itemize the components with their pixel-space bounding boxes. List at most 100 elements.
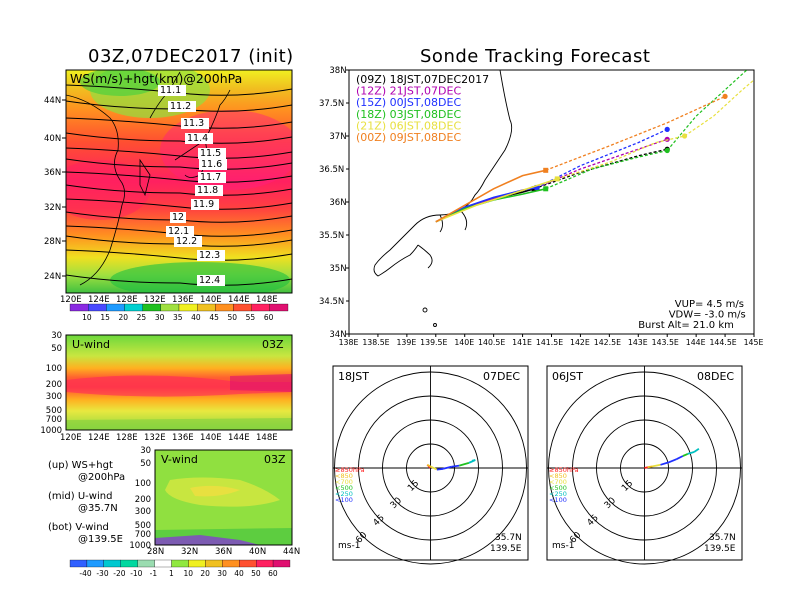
note-line: @200hPa [78,472,125,483]
level-legend: <500 [549,484,567,492]
hodograph-segment [660,461,669,466]
track-lat-label: 36N [329,198,346,208]
colorbar-label: 10 [183,569,193,578]
colorbar-segment [137,559,155,568]
contour-label: 11.1 [160,85,181,96]
landing-marker [681,133,688,139]
contour-label-bg [191,199,219,210]
contour-label-bg [166,226,194,237]
colorbar-segment [222,559,240,568]
colorbar-segment [142,303,161,312]
colorbar-segment [272,559,291,568]
u-plevel-label: 700 [46,415,62,425]
colorbar-segment [205,559,223,568]
v-lat-label: 36N [215,547,232,557]
v-lat-label: 40N [249,547,266,557]
map-label: WS(m/s)+hgt(km)@200hPa [70,71,242,86]
legend-entry: (15Z) 00JST,08DEC [356,96,461,109]
legend-entry: (09Z) 18JST,07DEC2017 [356,73,489,86]
note-line: (mid) U-wind [48,491,112,502]
legend-entry: (12Z) 21JST,07DEC [356,85,461,98]
contour-label: 11.9 [193,199,214,210]
hodograph-segment [676,455,684,461]
legend-entry: (21Z) 06JST,08DEC [356,119,461,132]
hodograph-segment [451,464,460,468]
vwind-time: 03Z [264,453,286,466]
colorbar-label: 40 [191,313,201,322]
landing-marker [664,147,670,154]
track-lat-label: 34.5N [319,297,344,307]
note-line: (bot) V-wind [48,522,109,533]
level-legend: <250 [549,490,567,498]
map-lon-label: 144E [228,295,250,305]
colorbar-label: 50 [251,569,261,578]
v-plevel-label: 30 [140,446,151,456]
u-lon-label: 144E [228,433,250,443]
v-lat-label: 44N [283,547,300,557]
map-lat-label: 24N [44,272,61,282]
uwind-title: U-wind [72,338,110,351]
hodograph-segment [471,459,476,462]
colorbar-label: 30 [217,569,227,578]
hodo-time: 18JST [338,370,369,383]
burst-marker [554,176,560,182]
burst-marker [543,167,549,173]
map-lon-label: 128E [116,295,138,305]
track-info-line: Burst Alt= 21.0 km [638,320,734,331]
contour-label-bg [185,133,213,144]
colorbar-segment [88,303,107,312]
level-legend: ≥850hPa [549,466,579,474]
track-lon-label: 140E [454,338,474,347]
colorbar-segment [171,559,189,568]
track-lon-label: 144.5E [709,338,736,347]
level-legend: ≥850hPa [335,466,365,474]
map-lon-label: 136E [172,295,194,305]
height-contour [66,184,292,196]
height-contour [66,249,292,261]
contour-label: 11.2 [170,101,191,112]
ws-colorbar: 10 15 20 25 30 35 40 45 50 55 60 [69,303,289,322]
level-legend: <700 [549,478,567,486]
contour-label-bg [168,101,196,112]
colorbar-label: 40 [234,569,244,578]
contour-label-bg [197,250,225,261]
map-lon-label: 124E [88,295,110,305]
track-lat-label: 35.5N [319,231,344,241]
v-plevel-label: 1000 [129,541,151,551]
colorbar-label: 10 [82,313,92,322]
map-lon-label: 132E [144,295,166,305]
track-lat-label: 34N [329,330,346,340]
colorbar-segment [239,559,257,568]
map-lat-label: 40N [44,134,61,144]
track-lon-label: 145E [744,338,764,347]
left-panel-title: 03Z,07DEC2017 (init) [88,46,294,67]
level-legend: <700 [335,478,353,486]
landing-marker [722,93,728,99]
colorbar-label: 1 [169,569,174,578]
hodo-lat: 35.7N [495,533,522,543]
hodo-date: 07DEC [483,370,520,383]
colorbar-label: -1 [150,569,158,578]
legend-entry: (00Z) 09JST,08DEC [356,131,461,144]
hodo-units: ms-1 [338,541,360,551]
track-ascent [435,178,558,223]
contour-label-bg [198,148,226,159]
hodograph-segment [682,453,689,457]
colorbar-label: -20 [113,569,125,578]
track-lon-label: 141.5E [536,338,563,347]
tracking-title: Sonde Tracking Forecast [420,46,651,67]
u-lon-label: 124E [88,433,110,443]
hodograph-segment [459,462,470,467]
colorbar-segment [154,559,172,568]
colorbar-segment [69,559,88,568]
track-lon-label: 143.5E [652,338,679,347]
map-lon-label: 140E [200,295,222,305]
colorbar-segment [120,559,138,568]
hodograph-segment [652,463,661,468]
hodo-date: 08DEC [697,370,734,383]
map-lon-label: 120E [60,295,82,305]
v-lat-label: 32N [181,547,198,557]
colorbar-segment [188,559,206,568]
